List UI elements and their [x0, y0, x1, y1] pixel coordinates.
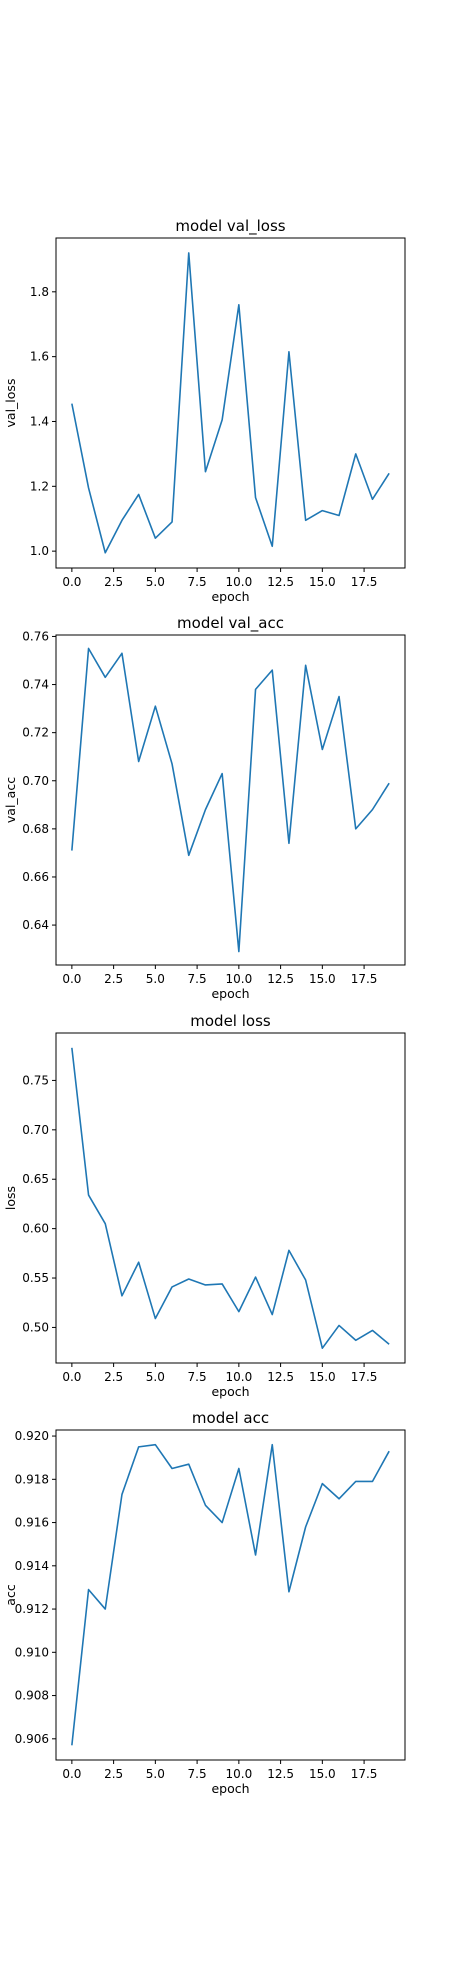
plot-frame: [55, 634, 406, 966]
x-tick-label: 17.5: [351, 1767, 378, 1781]
y-tick-label: 0.910: [15, 1645, 49, 1659]
y-tick-label: 0.65: [22, 1172, 49, 1186]
y-tick-label: 0.906: [15, 1732, 49, 1746]
x-tick-label: 0.0: [62, 972, 81, 986]
x-tick-label: 17.5: [351, 575, 378, 589]
y-tick-label: 0.70: [22, 774, 49, 788]
y-tick-label: 0.64: [22, 918, 49, 932]
x-tick-label: 5.0: [146, 972, 165, 986]
y-tick-label: 1.0: [30, 544, 49, 558]
x-tick-label: 12.5: [267, 575, 294, 589]
plot-frame: [55, 1032, 406, 1364]
x-tick-label: 10.0: [225, 972, 252, 986]
y-tick-label: 0.914: [15, 1559, 49, 1573]
x-tick-label: 12.5: [267, 1767, 294, 1781]
y-tick-label: 0.74: [22, 678, 49, 692]
plot-frame: [55, 237, 406, 569]
series-line-model-acc: [71, 1443, 390, 1746]
y-axis-label: loss: [3, 1186, 18, 1210]
x-tick-label: 5.0: [146, 575, 165, 589]
y-tick-label: 0.66: [22, 870, 49, 884]
series-line-model-val-acc: [71, 647, 390, 953]
series-line-model-loss: [71, 1047, 390, 1349]
y-tick-label: 0.68: [22, 822, 49, 836]
y-tick-label: 0.75: [22, 1073, 49, 1087]
y-axis-label: acc: [3, 1584, 18, 1606]
x-tick-label: 0.0: [62, 1370, 81, 1384]
x-axis-label: epoch: [211, 986, 249, 1001]
chart-title: model loss: [190, 1012, 271, 1030]
chart-model-loss: model loss 0.0 2.5 5.0 7.5 10.0 12.5 15.0 17.5 0.…: [3, 1012, 406, 1399]
chart-title: model acc: [192, 1409, 269, 1427]
chart-title: model val_acc: [177, 614, 284, 633]
x-tick-label: 12.5: [267, 1370, 294, 1384]
y-axis-label: val_loss: [3, 379, 18, 428]
x-tick-label: 10.0: [225, 1767, 252, 1781]
x-tick-label: 2.5: [104, 972, 123, 986]
x-tick-label: 7.5: [188, 1370, 207, 1384]
x-tick-label: 17.5: [351, 1370, 378, 1384]
x-tick-label: 17.5: [351, 972, 378, 986]
x-tick-label: 10.0: [225, 1370, 252, 1384]
x-tick-label: 7.5: [188, 972, 207, 986]
y-tick-label: 0.55: [22, 1271, 49, 1285]
y-tick-label: 1.4: [30, 414, 49, 428]
x-axis-label: epoch: [211, 1384, 249, 1399]
y-tick-label: 0.72: [22, 726, 49, 740]
chart-model-val-loss: model val_loss 0.0 2.5 5.0 7.5 10.0 12.5 15.0 17…: [3, 217, 406, 604]
x-tick-label: 2.5: [104, 1767, 123, 1781]
x-tick-label: 15.0: [309, 575, 336, 589]
y-tick-label: 0.918: [15, 1472, 49, 1486]
y-tick-label: 0.912: [15, 1602, 49, 1616]
y-tick-label: 0.60: [22, 1222, 49, 1236]
x-tick-label: 2.5: [104, 575, 123, 589]
y-tick-label: 0.76: [22, 629, 49, 643]
y-tick-label: 0.50: [22, 1320, 49, 1334]
y-tick-label: 1.8: [30, 285, 49, 299]
y-tick-label: 1.2: [30, 479, 49, 493]
y-tick-label: 1.6: [30, 350, 49, 364]
y-tick-label: 0.908: [15, 1689, 49, 1703]
x-tick-label: 15.0: [309, 1370, 336, 1384]
x-axis-label: epoch: [211, 589, 249, 604]
x-tick-label: 5.0: [146, 1370, 165, 1384]
x-tick-label: 10.0: [225, 575, 252, 589]
y-tick-label: 0.70: [22, 1123, 49, 1137]
x-tick-label: 0.0: [62, 1767, 81, 1781]
x-tick-label: 7.5: [188, 575, 207, 589]
y-tick-label: 0.920: [15, 1429, 49, 1443]
y-tick-label: 0.916: [15, 1516, 49, 1530]
x-tick-label: 7.5: [188, 1767, 207, 1781]
x-tick-label: 12.5: [267, 972, 294, 986]
x-tick-label: 2.5: [104, 1370, 123, 1384]
chart-model-acc: model acc 0.0 2.5 5.0 7.5 10.0 12.5 15.0 17.5 0.9…: [3, 1409, 406, 1796]
x-tick-label: 15.0: [309, 972, 336, 986]
chart-title: model val_loss: [175, 217, 285, 236]
plot-frame: [55, 1429, 406, 1761]
chart-model-val-acc: model val_acc 0.0 2.5 5.0 7.5 10.0 12.5 15.0 17.…: [3, 614, 406, 1001]
y-axis-label: val_acc: [3, 777, 18, 823]
x-axis-label: epoch: [211, 1781, 249, 1796]
x-tick-label: 15.0: [309, 1767, 336, 1781]
x-tick-label: 5.0: [146, 1767, 165, 1781]
series-line-model-val-loss: [71, 252, 390, 554]
x-tick-label: 0.0: [62, 575, 81, 589]
